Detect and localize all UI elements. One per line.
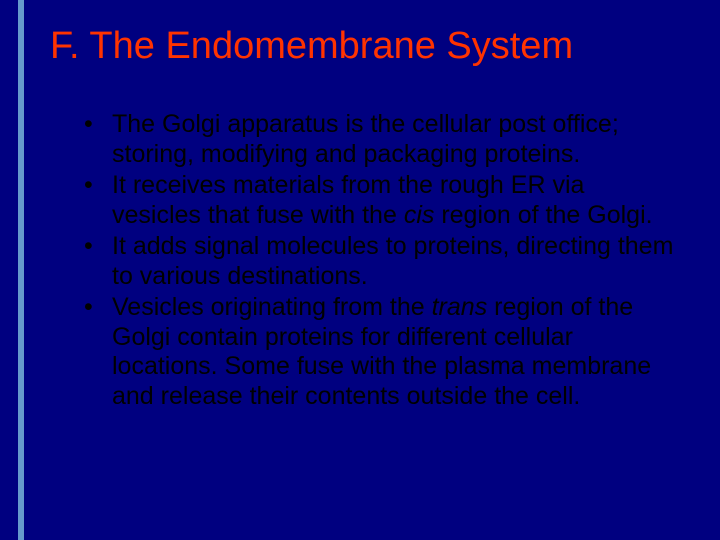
bullet-text: Vesicles originating from the bbox=[112, 293, 432, 321]
bullet-list: The Golgi apparatus is the cellular post… bbox=[78, 110, 680, 411]
slide-title: F. The Endomembrane System bbox=[50, 26, 690, 68]
slide: F. The Endomembrane System The Golgi app… bbox=[0, 0, 720, 540]
accent-stripe bbox=[18, 0, 24, 540]
bullet-text: region of the Golgi. bbox=[434, 201, 652, 229]
bullet-italic: cis bbox=[404, 201, 435, 229]
list-item: It adds signal molecules to proteins, di… bbox=[78, 232, 680, 291]
slide-body: The Golgi apparatus is the cellular post… bbox=[78, 110, 680, 413]
list-item: The Golgi apparatus is the cellular post… bbox=[78, 110, 680, 169]
bullet-text: The Golgi apparatus is the cellular post… bbox=[112, 110, 619, 168]
bullet-italic: trans bbox=[432, 293, 488, 321]
bullet-text: It adds signal molecules to proteins, di… bbox=[112, 232, 673, 290]
list-item: It receives materials from the rough ER … bbox=[78, 171, 680, 230]
list-item: Vesicles originating from the trans regi… bbox=[78, 293, 680, 411]
